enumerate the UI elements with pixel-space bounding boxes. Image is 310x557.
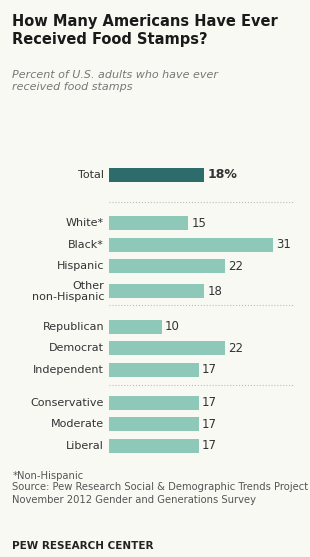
Text: 17: 17 (202, 363, 217, 377)
Text: Other
non-Hispanic: Other non-Hispanic (32, 281, 104, 302)
Text: Source: Pew Research Social & Demographic Trends Project
November 2012 Gender an: Source: Pew Research Social & Demographi… (12, 482, 308, 505)
Bar (108, 320, 162, 334)
Bar (108, 238, 273, 252)
Text: 22: 22 (228, 260, 244, 272)
Text: *Non-Hispanic: *Non-Hispanic (12, 471, 84, 481)
Text: Total: Total (78, 170, 104, 180)
Bar (108, 341, 225, 355)
Text: 10: 10 (165, 320, 180, 333)
Text: Republican: Republican (42, 322, 104, 332)
Text: 17: 17 (202, 439, 217, 452)
Text: Independent: Independent (33, 365, 104, 375)
Text: Moderate: Moderate (51, 419, 104, 429)
Bar (108, 417, 199, 431)
Text: 22: 22 (228, 342, 244, 355)
Bar (108, 259, 225, 273)
Text: 15: 15 (191, 217, 206, 229)
Text: Liberal: Liberal (66, 441, 104, 451)
Text: 17: 17 (202, 418, 217, 431)
Text: 31: 31 (277, 238, 291, 251)
Text: Black*: Black* (69, 240, 104, 250)
Bar (108, 439, 199, 453)
Text: 18%: 18% (207, 168, 237, 182)
Bar (108, 363, 199, 377)
Bar (108, 396, 199, 410)
Text: 17: 17 (202, 397, 217, 409)
Bar (108, 285, 204, 299)
Text: 18: 18 (207, 285, 222, 298)
Text: White*: White* (66, 218, 104, 228)
Text: Democrat: Democrat (49, 343, 104, 353)
Text: How Many Americans Have Ever
Received Food Stamps?: How Many Americans Have Ever Received Fo… (12, 14, 278, 47)
Bar (108, 168, 204, 182)
Bar (108, 216, 188, 230)
Text: Hispanic: Hispanic (57, 261, 104, 271)
Text: Percent of U.S. adults who have ever
received food stamps: Percent of U.S. adults who have ever rec… (12, 70, 219, 92)
Text: Conservative: Conservative (31, 398, 104, 408)
Text: PEW RESEARCH CENTER: PEW RESEARCH CENTER (12, 541, 154, 551)
